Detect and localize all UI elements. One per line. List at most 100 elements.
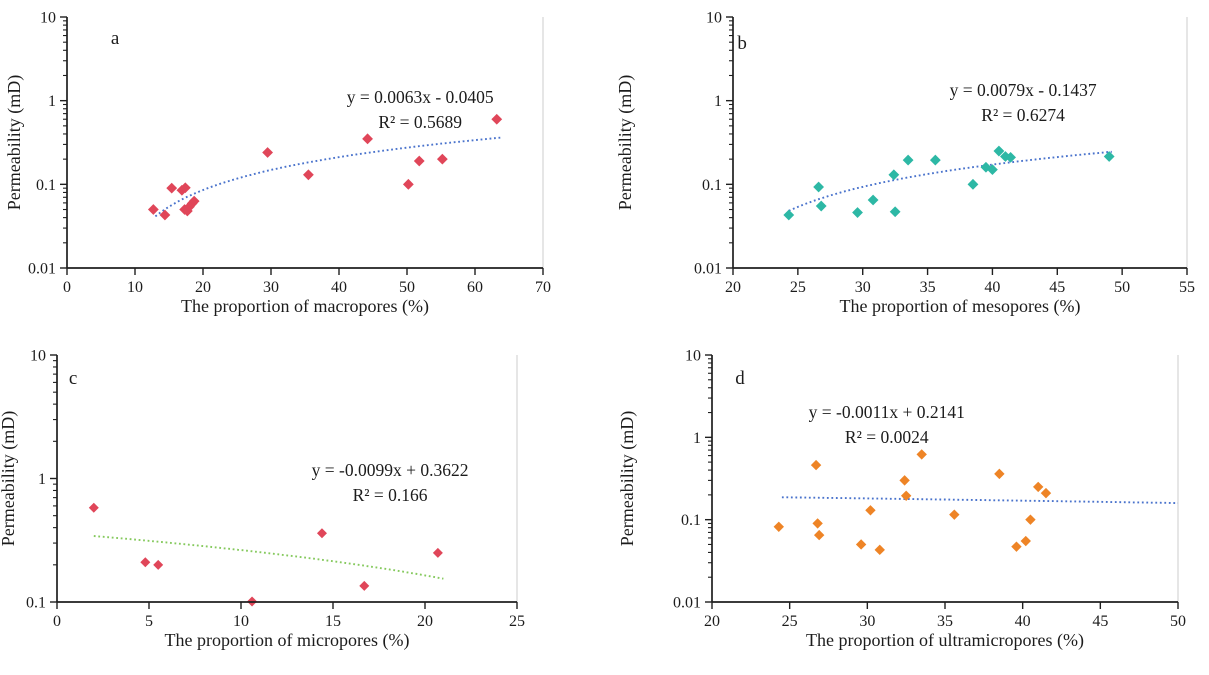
data-point-marker [176, 184, 188, 196]
trend-line [781, 496, 1179, 505]
x-tick-label: 15 [325, 613, 341, 630]
x-tick-label: 10 [233, 613, 249, 630]
data-point-marker [413, 155, 425, 167]
y-axis-ticks: 0.01 0.1 1 10 [28, 10, 67, 278]
equation-text: y = 0.0079x - 0.1437 [950, 80, 1097, 100]
panel-a-chart: 0.01 0.1 1 10 0 10 20 30 40 50 60 70 The proportion … [4, 10, 551, 318]
x-tick-label: 20 [195, 279, 211, 296]
x-tick-label: 25 [782, 613, 798, 630]
panel-letter: a [111, 28, 120, 49]
data-point-marker [865, 505, 876, 516]
data-point-marker [1033, 481, 1044, 493]
data-point-marker [179, 182, 191, 194]
x-tick-label: 40 [1015, 613, 1031, 630]
panel-letter: b [737, 33, 747, 54]
data-point-marker [1005, 151, 1016, 163]
trend-line [788, 150, 1112, 212]
data-point-marker [436, 153, 448, 165]
y-axis-ticks: 0.01 0.1 1 10 [673, 348, 712, 612]
y-axis-title: Permeability (mD) [4, 75, 25, 210]
data-point-marker [262, 147, 273, 158]
data-point-marker [184, 201, 195, 213]
data-point-marker [980, 161, 992, 173]
equation-text: y = 0.0063x - 0.0405 [347, 87, 494, 107]
data-point-marker [1103, 151, 1115, 162]
x-tick-label: 0 [63, 279, 71, 296]
y-tick-label: 0.1 [681, 512, 701, 529]
x-tick-label: 25 [509, 613, 525, 630]
data-point-marker [967, 178, 979, 190]
data-point-marker [362, 133, 373, 145]
x-tick-label: 60 [467, 279, 483, 296]
y-axis-ticks: 0.1 1 10 [26, 348, 57, 612]
data-point-marker [140, 557, 151, 568]
x-axis-title: The proportion of micropores (%) [165, 630, 410, 651]
y-tick-label: 10 [706, 10, 722, 27]
data-point-marker [993, 145, 1005, 157]
data-point-marker [888, 169, 900, 181]
data-points [147, 113, 503, 221]
data-point-marker [153, 559, 164, 570]
x-tick-label: 20 [417, 613, 433, 630]
x-axis-title: The proportion of mesopores (%) [840, 296, 1081, 317]
x-tick-label: 40 [984, 279, 1000, 296]
x-tick-label: 45 [1092, 613, 1108, 630]
panel-b-scatter-mesopores: 0.01 0.1 1 10 20 25 30 35 40 45 50 55 The proportion… [605, 0, 1209, 335]
data-point-marker [316, 528, 327, 539]
data-point-marker [899, 475, 910, 486]
r-squared-text: R² = 0.5689 [378, 112, 462, 132]
y-tick-label: 10 [40, 10, 56, 27]
y-tick-label: 0.1 [26, 595, 46, 612]
x-tick-label: 35 [937, 613, 953, 630]
x-tick-label: 30 [263, 279, 279, 296]
data-point-marker [1011, 541, 1022, 552]
panel-letter: d [735, 368, 745, 389]
data-point-marker [994, 468, 1005, 480]
data-point-marker [813, 529, 825, 541]
data-point-marker [402, 178, 414, 190]
panel-c-chart: 0.1 1 10 0 5 10 15 20 25 The proportion of microp… [0, 348, 525, 652]
x-tick-label: 55 [1179, 279, 1195, 296]
x-tick-label: 25 [790, 279, 806, 296]
x-axis-ticks: 20 25 30 35 40 45 50 [704, 602, 1186, 630]
x-axis-ticks: 0 5 10 15 20 25 [53, 602, 525, 630]
x-tick-label: 0 [53, 613, 61, 630]
data-point-marker [359, 580, 370, 591]
data-point-marker [867, 194, 879, 206]
trend-line [154, 136, 503, 218]
y-tick-label: 10 [685, 348, 701, 365]
x-axis-title: The proportion of ultramicropores (%) [806, 630, 1084, 651]
x-tick-label: 20 [704, 613, 720, 630]
y-tick-label: 1 [38, 471, 46, 488]
x-tick-label: 50 [1114, 279, 1130, 296]
x-tick-label: 20 [725, 279, 741, 296]
x-tick-label: 35 [920, 279, 936, 296]
data-point-marker [987, 164, 998, 176]
data-points [783, 145, 1115, 221]
r-squared-text: R² = 0.166 [353, 485, 428, 505]
data-point-marker [916, 449, 927, 460]
data-point-marker [491, 113, 503, 125]
data-point-marker [812, 518, 823, 529]
y-axis-title: Permeability (mD) [0, 411, 19, 546]
data-point-marker [900, 490, 912, 501]
data-points [88, 502, 443, 607]
trend-line [93, 535, 444, 580]
y-tick-label: 0.01 [694, 261, 722, 278]
x-tick-label: 30 [855, 279, 871, 296]
data-point-marker [783, 209, 795, 221]
panel-c-scatter-micropores: 0.1 1 10 0 5 10 15 20 25 The proportion of microp… [0, 330, 604, 675]
data-point-marker [929, 154, 941, 166]
equation-text: y = -0.0011x + 0.2141 [809, 402, 965, 422]
y-axis-title: Permeability (mD) [615, 75, 636, 210]
x-axis-ticks: 0 10 20 30 40 50 60 70 [63, 268, 551, 296]
data-point-marker [1020, 535, 1031, 547]
data-point-marker [773, 521, 784, 532]
equation-text: y = -0.0099x + 0.3622 [312, 460, 469, 480]
y-tick-label: 1 [714, 93, 722, 110]
data-point-marker [815, 200, 827, 212]
x-axis-ticks: 20 25 30 35 40 45 50 55 [725, 268, 1195, 296]
data-point-marker [181, 205, 193, 217]
data-point-marker [852, 207, 863, 218]
